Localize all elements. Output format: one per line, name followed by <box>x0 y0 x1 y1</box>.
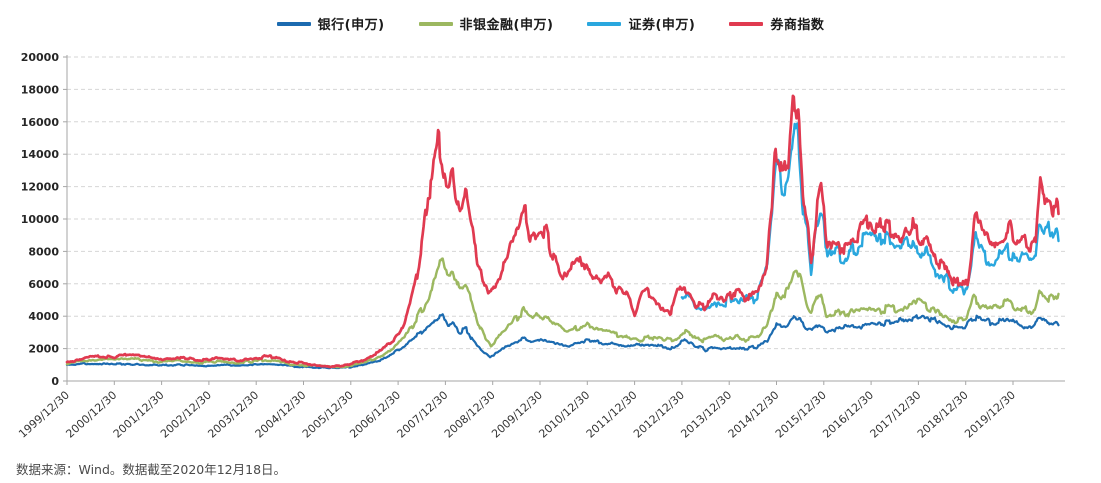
svg-text:18000: 18000 <box>21 83 60 96</box>
svg-text:2017/12/30: 2017/12/30 <box>868 389 924 441</box>
series-line-brokerage-index <box>65 94 1060 369</box>
series-line-nonbank-financial <box>65 257 1060 369</box>
legend-item-brokerage-index: 券商指数 <box>729 14 824 33</box>
svg-text:10000: 10000 <box>21 213 60 226</box>
svg-text:2007/12/30: 2007/12/30 <box>395 389 451 441</box>
svg-text:0: 0 <box>51 375 59 388</box>
svg-text:2003/12/30: 2003/12/30 <box>205 389 261 441</box>
legend-label-bank: 银行(申万) <box>317 18 385 33</box>
svg-text:4000: 4000 <box>28 310 59 323</box>
svg-text:2005/12/30: 2005/12/30 <box>300 389 356 441</box>
svg-text:6000: 6000 <box>28 278 59 291</box>
svg-text:2011/12/30: 2011/12/30 <box>584 389 640 441</box>
line-chart: 0 2000 4000 6000 8000 10000 12000 14000 16000 180… <box>16 51 1065 441</box>
svg-text:2015/12/30: 2015/12/30 <box>773 389 829 441</box>
x-axis-labels: 1999/12/302000/12/302001/12/302002/12/30… <box>16 389 1018 441</box>
y-gridlines <box>67 56 1065 350</box>
svg-text:2000: 2000 <box>28 343 59 356</box>
axes <box>63 55 1065 385</box>
legend: 银行(申万) 非银金融(申万) 证券(申万) 券商指数 <box>0 14 1101 33</box>
series-line-securities <box>680 122 1060 311</box>
legend-line-swatch-securities <box>587 21 622 26</box>
svg-text:2004/12/30: 2004/12/30 <box>253 389 309 441</box>
svg-text:2016/12/30: 2016/12/30 <box>820 389 876 441</box>
svg-text:14000: 14000 <box>21 148 60 161</box>
legend-item-bank: 银行(申万) <box>276 14 385 33</box>
svg-text:8000: 8000 <box>28 245 59 258</box>
legend-line-swatch-brokerage-index <box>729 21 764 26</box>
svg-text:2002/12/30: 2002/12/30 <box>158 389 214 441</box>
legend-item-securities: 证券(申万) <box>587 14 695 33</box>
svg-text:2018/12/30: 2018/12/30 <box>915 389 971 441</box>
legend-label-securities: 证券(申万) <box>628 18 696 33</box>
svg-text:2000/12/30: 2000/12/30 <box>63 389 119 441</box>
legend-line-swatch-bank <box>276 21 311 26</box>
svg-text:2008/12/30: 2008/12/30 <box>442 389 498 441</box>
svg-text:12000: 12000 <box>21 181 60 194</box>
svg-text:2019/12/30: 2019/12/30 <box>962 389 1018 441</box>
legend-line-swatch-nonbank-financial <box>418 21 453 26</box>
svg-text:2010/12/30: 2010/12/30 <box>536 389 592 441</box>
svg-text:1999/12/30: 1999/12/30 <box>16 389 72 441</box>
data-source-note: 数据来源：Wind。数据截至2020年12月18日。 <box>16 462 287 477</box>
y-axis-labels: 0 2000 4000 6000 8000 10000 12000 14000 16000 180… <box>21 51 60 388</box>
svg-text:2001/12/30: 2001/12/30 <box>111 389 167 441</box>
legend-label-nonbank-financial: 非银金融(申万) <box>459 18 554 33</box>
svg-text:2013/12/30: 2013/12/30 <box>678 389 734 441</box>
svg-text:2006/12/30: 2006/12/30 <box>347 389 403 441</box>
svg-text:20000: 20000 <box>21 51 60 64</box>
legend-label-brokerage-index: 券商指数 <box>770 18 825 33</box>
svg-text:16000: 16000 <box>21 116 60 129</box>
svg-text:2012/12/30: 2012/12/30 <box>631 389 687 441</box>
series-line-bank <box>65 313 1060 370</box>
svg-text:2009/12/30: 2009/12/30 <box>489 389 545 441</box>
svg-text:2014/12/30: 2014/12/30 <box>726 389 782 441</box>
legend-item-nonbank-financial: 非银金融(申万) <box>418 14 554 33</box>
